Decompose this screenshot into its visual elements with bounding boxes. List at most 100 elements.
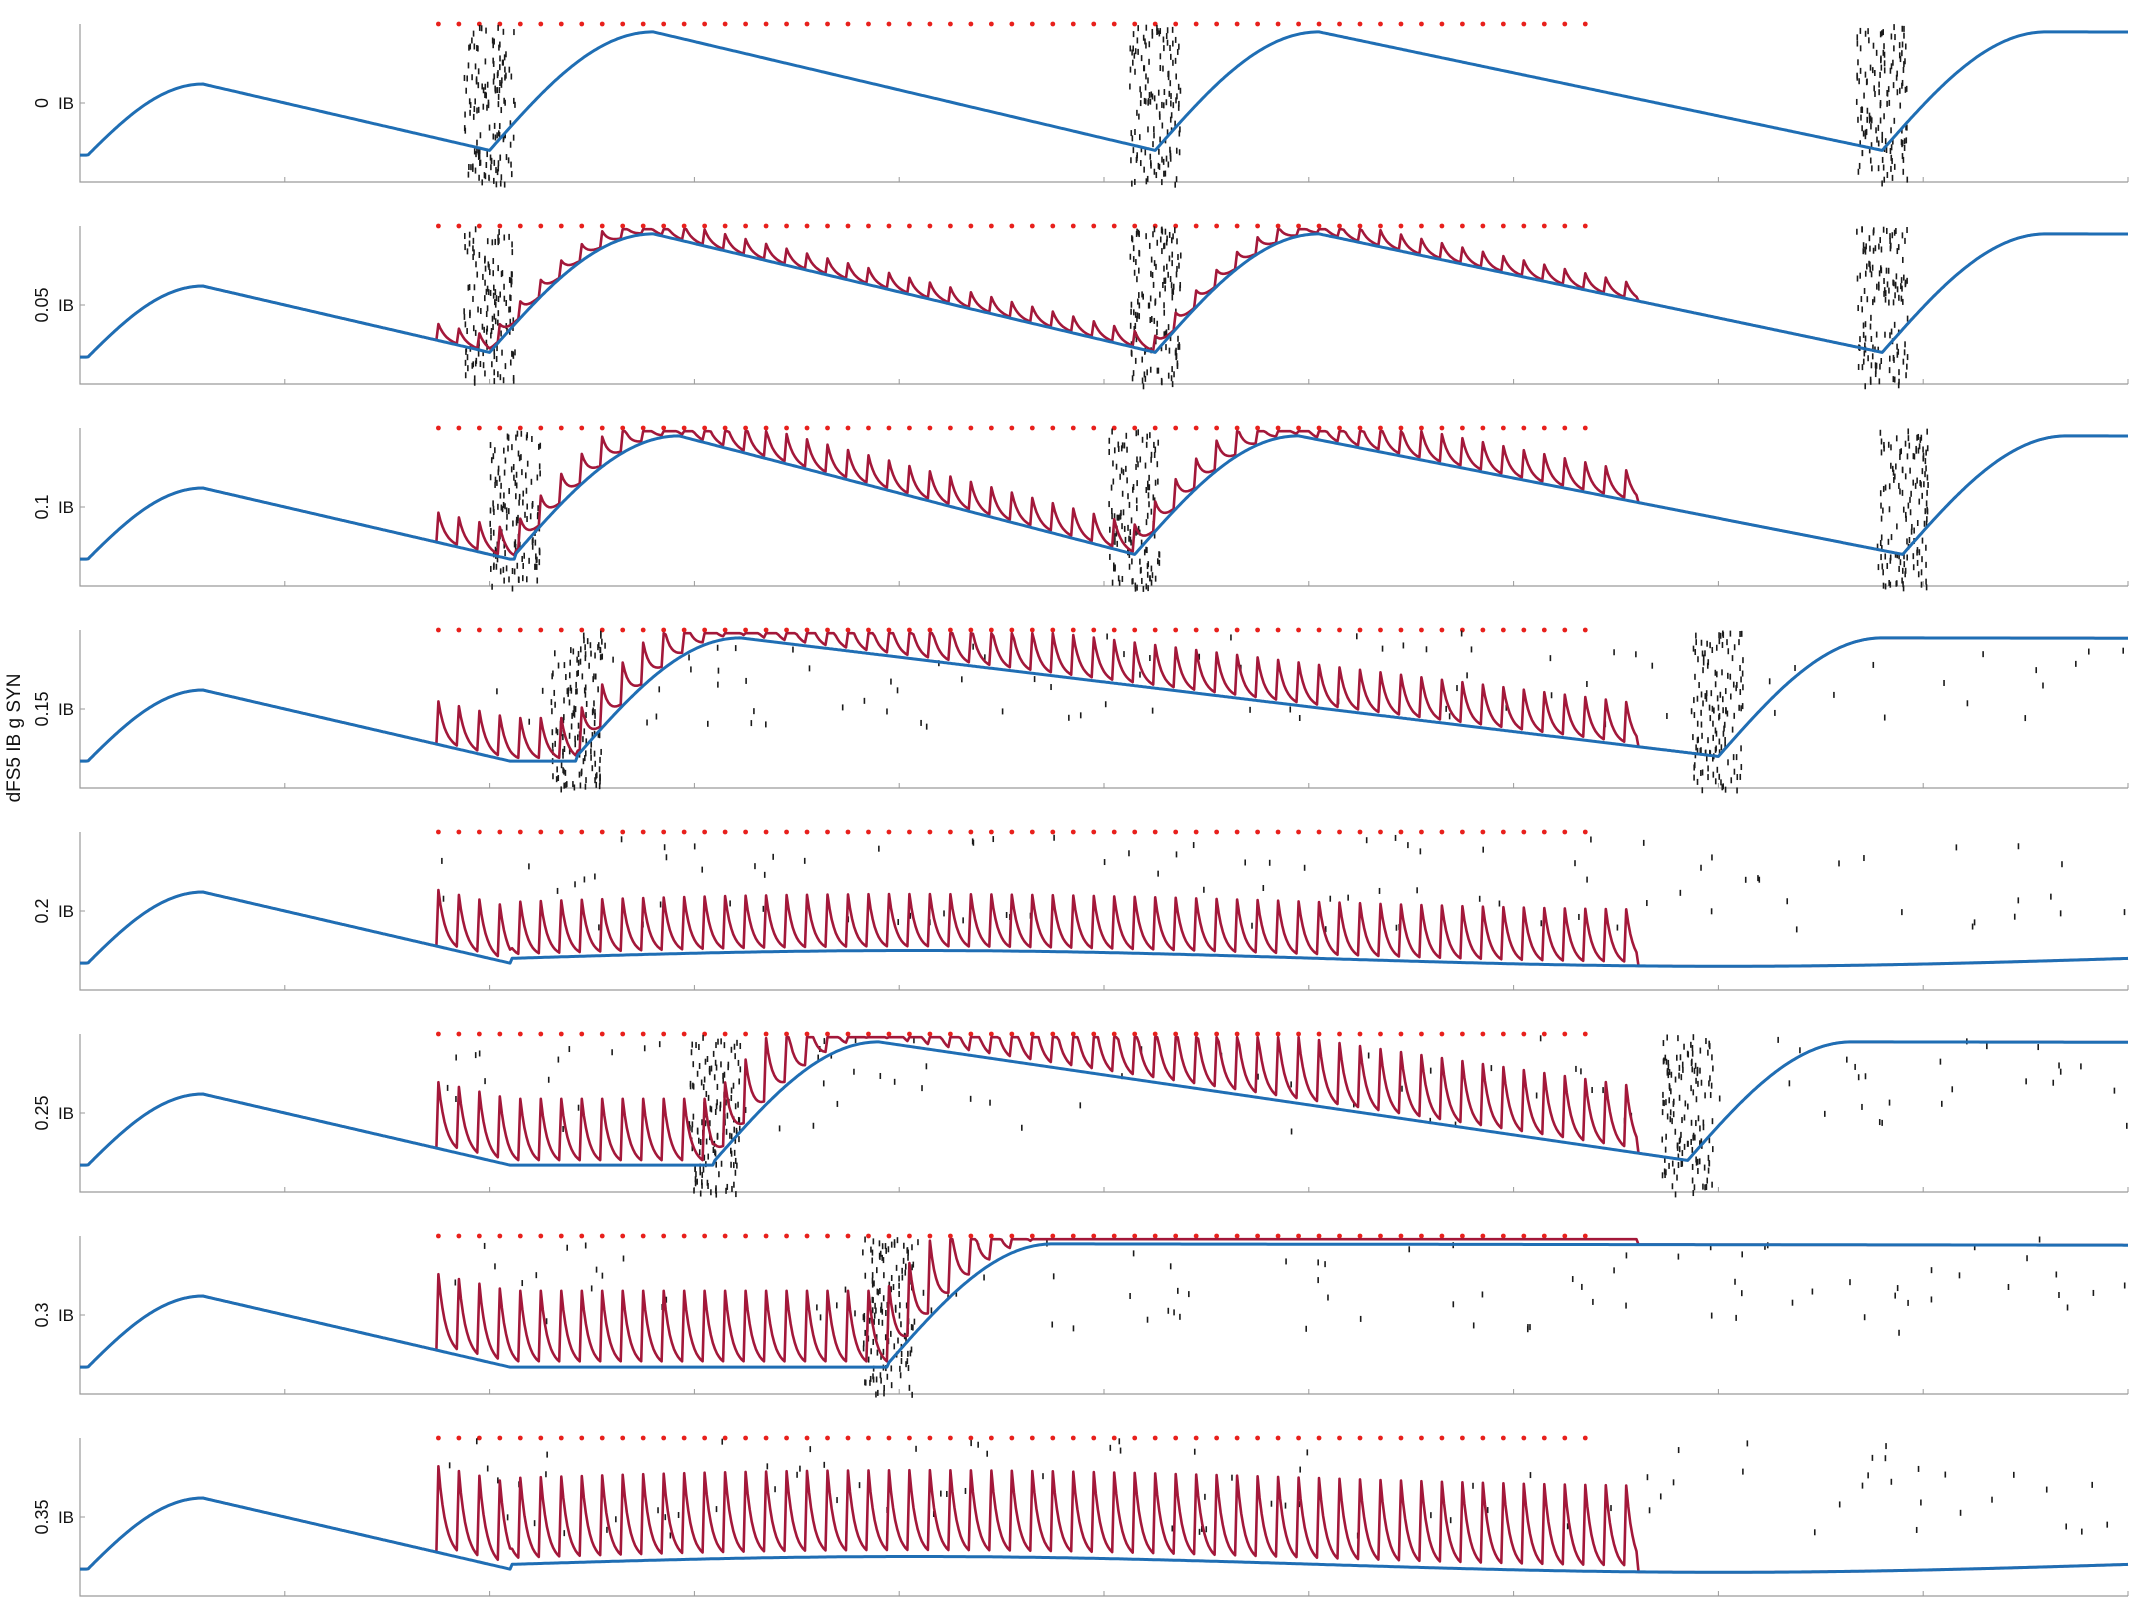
stim-dot xyxy=(1460,1031,1465,1037)
stim-dot xyxy=(1398,1031,1404,1037)
stim-dot xyxy=(640,1031,646,1037)
stim-dot xyxy=(1521,1031,1527,1037)
stim-dot xyxy=(579,1435,585,1441)
stim-dot xyxy=(1214,21,1220,27)
stim-dot xyxy=(1296,425,1301,431)
stim-dot xyxy=(927,1233,933,1239)
stim-dot xyxy=(1296,1031,1301,1037)
stim-dot xyxy=(661,425,667,431)
stim-dot xyxy=(743,627,748,633)
stim-dot xyxy=(968,223,974,229)
stim-dot xyxy=(784,1435,789,1441)
stim-dot xyxy=(743,1031,748,1037)
stim-dot xyxy=(1357,1435,1363,1441)
stim-dot xyxy=(1398,627,1404,633)
y-tick-label: IB xyxy=(58,1508,74,1527)
stim-dot xyxy=(661,829,667,835)
stim-dot xyxy=(1357,1233,1363,1239)
stim-dot xyxy=(497,223,503,229)
stim-dot xyxy=(1050,425,1056,431)
stim-dot xyxy=(640,425,646,431)
stim-dot xyxy=(1132,1233,1138,1239)
stim-dot xyxy=(517,223,523,229)
panel-7: IB 0.35 xyxy=(32,1435,2129,1597)
stim-dot xyxy=(702,1435,708,1441)
stim-dot xyxy=(722,21,728,27)
stim-dot xyxy=(1214,1233,1220,1239)
stim-dot xyxy=(1029,425,1035,431)
stim-dot xyxy=(681,223,687,229)
stim-dot xyxy=(640,1435,646,1441)
stim-dot xyxy=(661,1233,667,1239)
stim-dot xyxy=(640,829,646,835)
stim-dot xyxy=(1582,1031,1588,1037)
stim-dot xyxy=(1480,829,1486,835)
panel-2: IB 0.1 xyxy=(32,425,2129,592)
stim-dot xyxy=(640,223,646,229)
stim-dot xyxy=(825,829,830,835)
stim-dot xyxy=(538,1233,544,1239)
stim-dot xyxy=(1378,1233,1383,1239)
stim-dot xyxy=(456,21,462,27)
stim-dot xyxy=(1439,1435,1445,1441)
stim-dot xyxy=(845,223,851,229)
stim-dot xyxy=(948,425,953,431)
stim-dot xyxy=(1070,1435,1076,1441)
stim-dot xyxy=(1050,223,1056,229)
stim-dot xyxy=(476,425,482,431)
stim-dot xyxy=(558,425,564,431)
stim-dot xyxy=(804,21,810,27)
panel-3: IB 0.15 xyxy=(32,627,2129,794)
stim-dot xyxy=(988,1435,994,1441)
stim-dot xyxy=(1296,1435,1301,1441)
raster xyxy=(463,226,1909,390)
stim-dot xyxy=(907,1031,912,1037)
stim-dot xyxy=(661,21,667,27)
stim-dot xyxy=(1521,829,1527,835)
red-trace xyxy=(80,1035,2128,1167)
stim-dot xyxy=(579,627,585,633)
stim-dot xyxy=(1521,627,1527,633)
red-trace xyxy=(80,631,2128,763)
stim-dot xyxy=(620,425,626,431)
stim-dot xyxy=(763,1031,769,1037)
stim-dot xyxy=(1009,627,1015,633)
stim-dot xyxy=(866,425,871,431)
stim-dot xyxy=(1275,1233,1281,1239)
stim-dot xyxy=(1234,1031,1240,1037)
stim-dot xyxy=(1316,21,1322,27)
stim-dot xyxy=(1337,1031,1342,1037)
stim-dot xyxy=(948,1435,953,1441)
stim-dot xyxy=(558,1435,564,1441)
stim-dot xyxy=(1500,1435,1506,1441)
stim-dot xyxy=(825,1031,830,1037)
stim-dot xyxy=(1439,829,1445,835)
stim-dot xyxy=(1419,829,1424,835)
stim-dot xyxy=(907,1233,912,1239)
stim-dot xyxy=(1234,829,1240,835)
stim-dot xyxy=(538,1031,544,1037)
stim-dot xyxy=(620,223,626,229)
stim-dot xyxy=(1419,1031,1424,1037)
stim-dot xyxy=(517,829,523,835)
stim-dot xyxy=(722,1031,728,1037)
stim-dot xyxy=(1214,1031,1220,1037)
stim-dot xyxy=(497,627,503,633)
stim-dot xyxy=(1173,425,1179,431)
stim-dot xyxy=(825,21,830,27)
stim-dot xyxy=(763,425,769,431)
stim-dot xyxy=(476,1233,482,1239)
stim-dot xyxy=(968,1031,974,1037)
stim-dot xyxy=(1070,425,1076,431)
stim-dot xyxy=(722,627,728,633)
stim-dot xyxy=(1357,1031,1363,1037)
stim-dot xyxy=(681,1233,687,1239)
stim-dot xyxy=(1091,627,1097,633)
stim-dot xyxy=(1111,1435,1117,1441)
stim-dot xyxy=(1296,627,1301,633)
stim-dot xyxy=(599,223,605,229)
raster xyxy=(454,1236,2126,1398)
stim-dot xyxy=(1050,1031,1056,1037)
stim-dot xyxy=(681,1435,687,1441)
stim-dot xyxy=(866,21,871,27)
